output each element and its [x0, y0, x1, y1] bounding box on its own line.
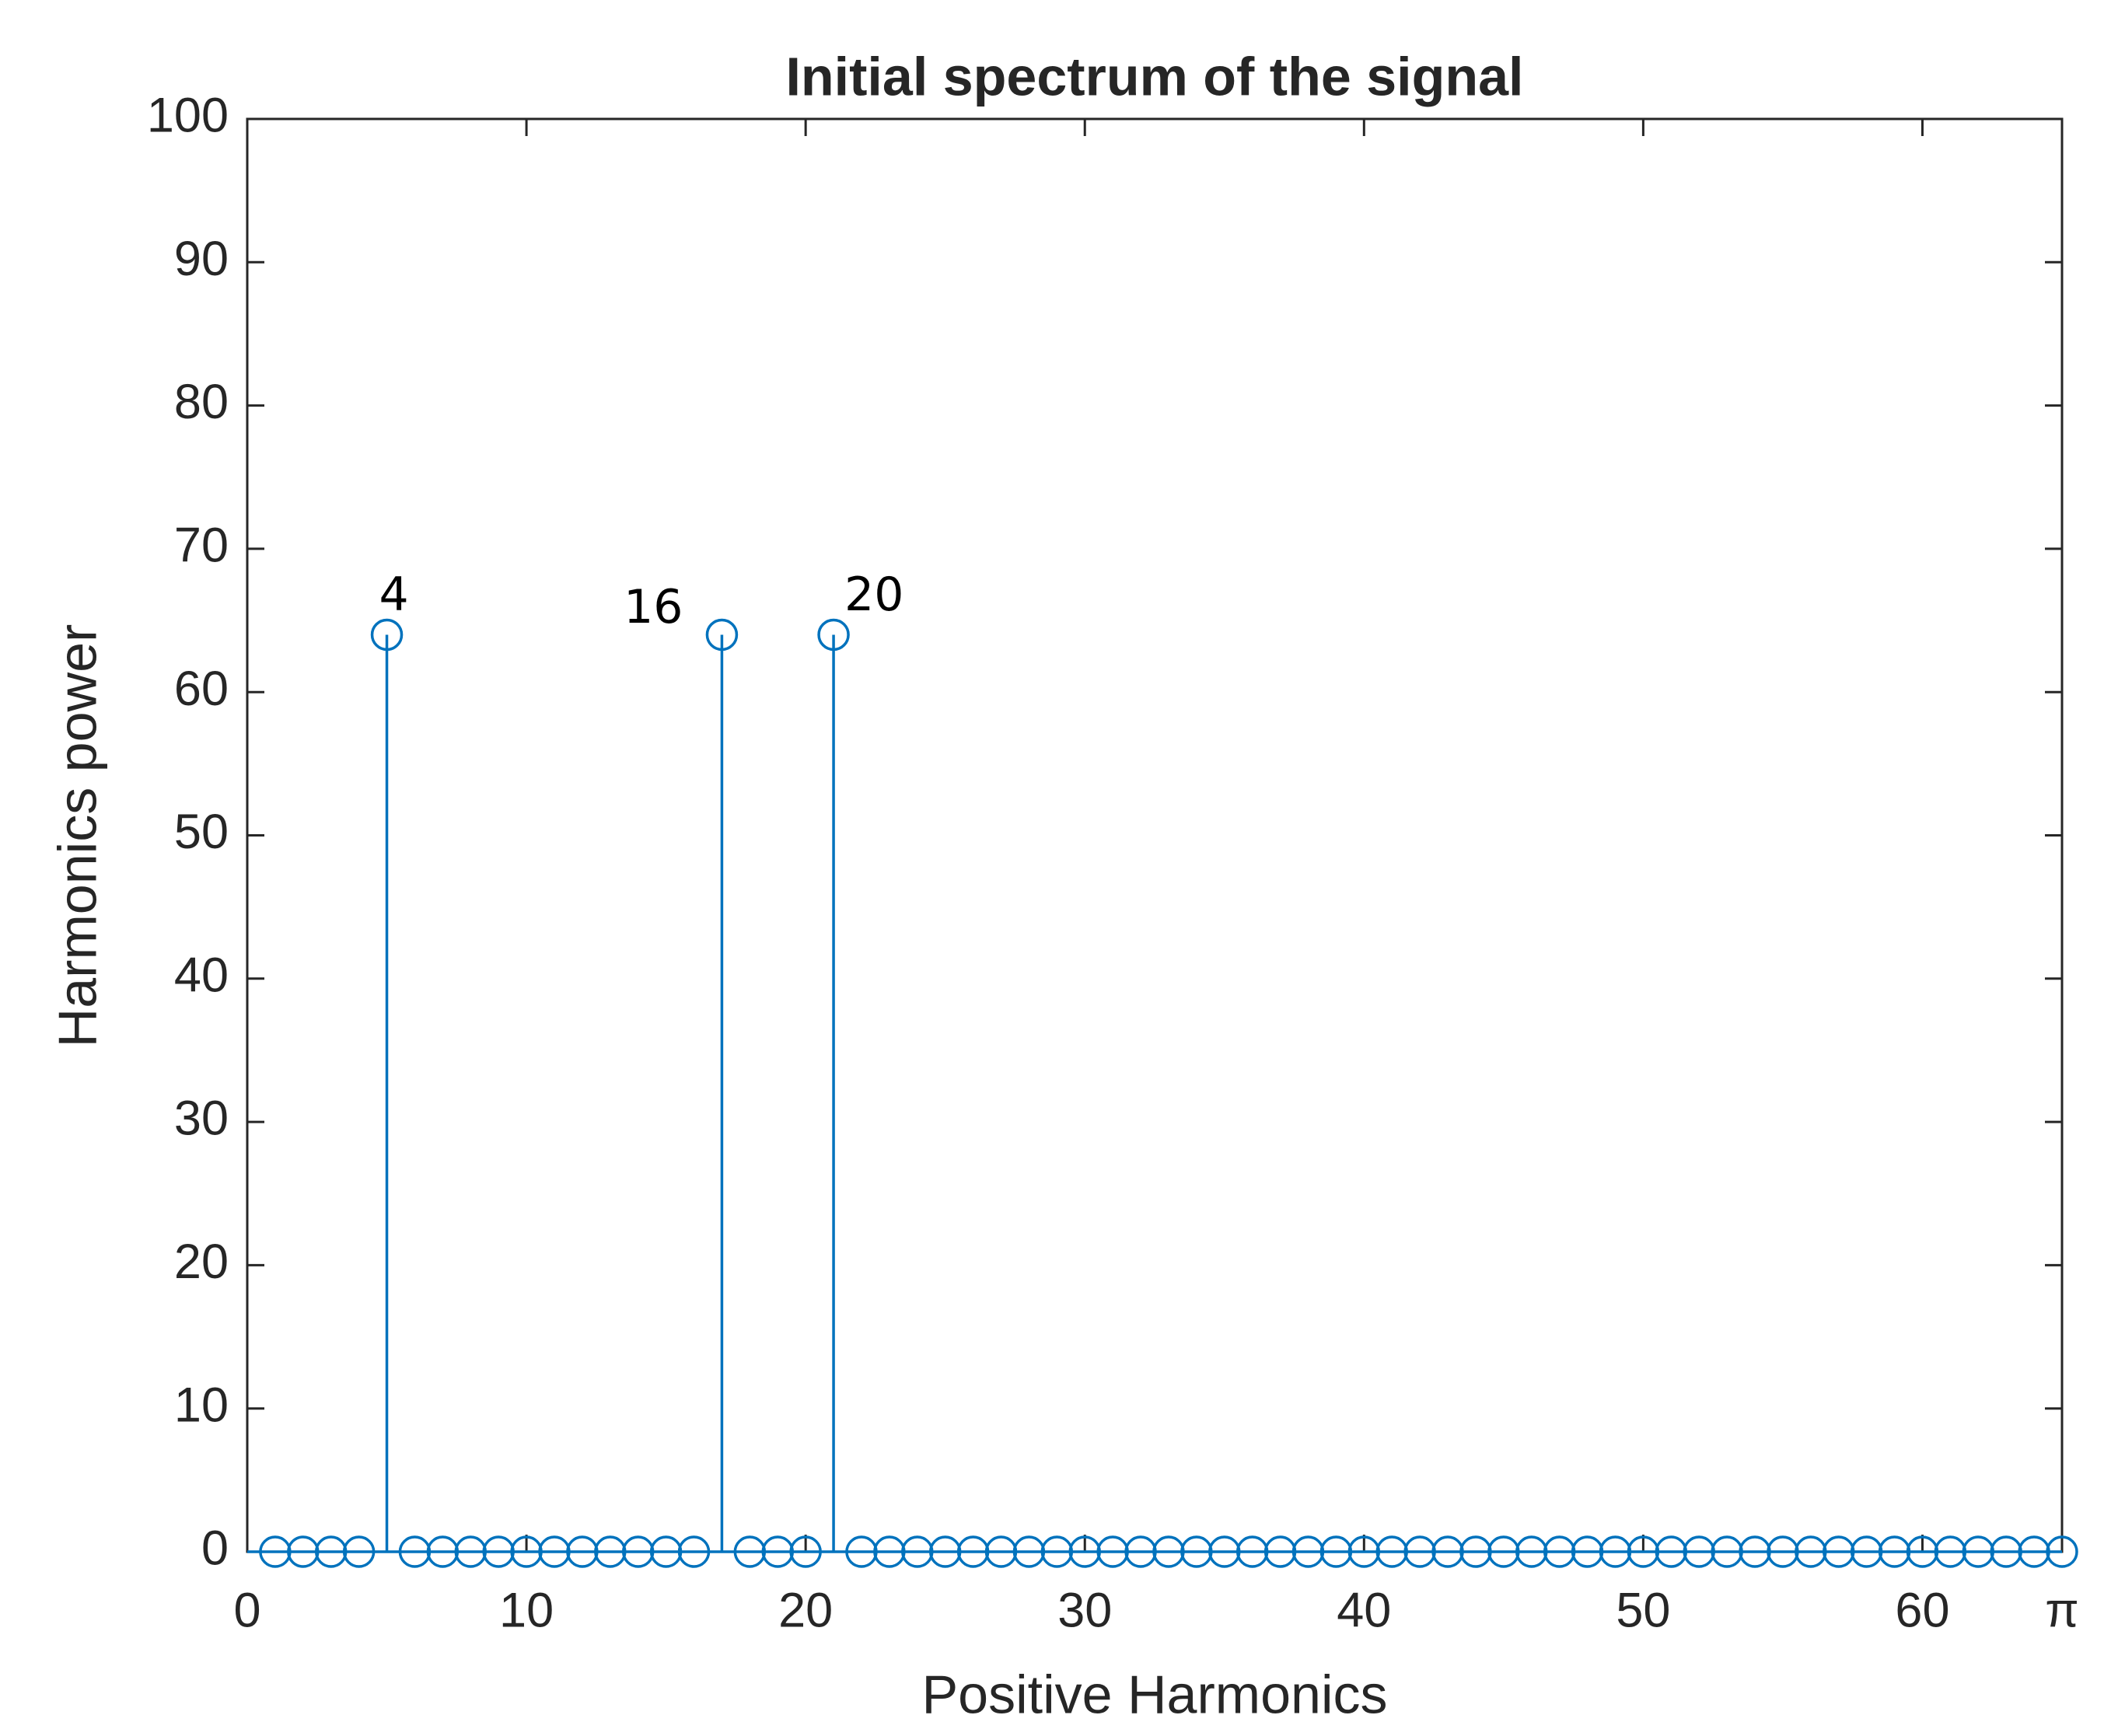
- y-tick-label: 70: [174, 519, 229, 573]
- y-tick-label: 20: [174, 1235, 229, 1289]
- stem-marker: [2018, 1535, 2050, 1568]
- stem-marker: [1040, 1535, 1074, 1568]
- x-tick-label: 30: [1057, 1584, 1112, 1638]
- chart-title: Initial spectrum of the signal: [785, 46, 1523, 107]
- stem-marker: [1319, 1535, 1353, 1568]
- stem-marker: [1822, 1535, 1855, 1568]
- x-tick-label: π: [2045, 1584, 2078, 1638]
- stem-marker: [1655, 1535, 1688, 1568]
- stem-marker: [873, 1535, 906, 1568]
- stem-marker: [705, 618, 739, 651]
- stem-marker: [1347, 1535, 1381, 1568]
- stem-marker: [259, 1535, 292, 1568]
- stem-marker: [956, 1535, 990, 1568]
- annotation: 4: [379, 568, 409, 622]
- stem-marker: [1795, 1535, 1827, 1568]
- stem-marker: [454, 1535, 488, 1568]
- x-tick-label: 10: [499, 1584, 554, 1638]
- stem-marker: [1850, 1535, 1883, 1568]
- annotation: 20: [844, 568, 903, 622]
- x-tick-label: 50: [1616, 1584, 1670, 1638]
- stem-marker: [1711, 1535, 1743, 1568]
- y-tick-label: 50: [174, 805, 229, 859]
- stem-marker: [1627, 1535, 1660, 1568]
- stem-marker: [1599, 1535, 1632, 1568]
- stem-marker: [1012, 1535, 1046, 1568]
- stem-marker: [1878, 1535, 1911, 1568]
- stem-marker: [538, 1535, 571, 1568]
- y-tick-label: 30: [174, 1092, 229, 1146]
- y-tick-label: 80: [174, 375, 229, 429]
- stem-marker: [928, 1535, 962, 1568]
- y-tick-label: 60: [174, 662, 229, 716]
- stem-marker: [510, 1535, 543, 1568]
- stem-marker: [287, 1535, 320, 1568]
- y-tick-label: 10: [174, 1378, 229, 1432]
- stem-marker: [594, 1535, 627, 1568]
- stem-marker: [621, 1535, 655, 1568]
- stem-marker: [2046, 1535, 2078, 1568]
- stem-marker: [1152, 1535, 1185, 1568]
- stem-marker: [426, 1535, 460, 1568]
- y-tick-label: 0: [201, 1521, 229, 1576]
- stem-marker: [1096, 1535, 1129, 1568]
- stem-marker: [1124, 1535, 1157, 1568]
- stem-marker: [370, 618, 404, 651]
- stem-marker: [1990, 1535, 2022, 1568]
- x-tick-label: 60: [1895, 1584, 1949, 1638]
- stem-marker: [1208, 1535, 1241, 1568]
- stem-marker: [817, 618, 850, 651]
- stem-marker: [1934, 1535, 1967, 1568]
- y-axis-label: Harmonics power: [47, 624, 107, 1048]
- stem-marker: [1767, 1535, 1799, 1568]
- stem-marker: [1906, 1535, 1939, 1568]
- stem-marker: [733, 1535, 767, 1568]
- stem-marker: [845, 1535, 878, 1568]
- stem-marker: [1543, 1535, 1576, 1568]
- stem-marker: [1431, 1535, 1464, 1568]
- stem-marker: [1263, 1535, 1297, 1568]
- stem-marker: [677, 1535, 711, 1568]
- x-axis-label: Positive Harmonics: [921, 1664, 1387, 1724]
- x-tick-label: 40: [1337, 1584, 1391, 1638]
- x-tick-label: 0: [233, 1584, 260, 1638]
- stem-marker: [1571, 1535, 1604, 1568]
- y-tick-label: 90: [174, 232, 229, 286]
- stem-marker: [1403, 1535, 1436, 1568]
- stem-marker: [1739, 1535, 1771, 1568]
- stem-marker: [1515, 1535, 1548, 1568]
- stem-marker: [1291, 1535, 1325, 1568]
- stem-marker: [398, 1535, 432, 1568]
- stem-marker: [1180, 1535, 1213, 1568]
- stem-marker: [1068, 1535, 1101, 1568]
- stem-marker: [482, 1535, 515, 1568]
- stem-marker: [1375, 1535, 1408, 1568]
- stem-marker: [789, 1535, 822, 1568]
- stem-marker: [566, 1535, 599, 1568]
- y-tick-label: 40: [174, 948, 229, 1002]
- stem-marker: [1683, 1535, 1715, 1568]
- stem-marker: [1962, 1535, 1995, 1568]
- stem-marker: [1235, 1535, 1269, 1568]
- annotation: 16: [624, 580, 683, 634]
- x-tick-label: 20: [778, 1584, 833, 1638]
- y-tick-label: 100: [147, 89, 229, 143]
- stem-marker: [1459, 1535, 1492, 1568]
- stem-marker: [761, 1535, 794, 1568]
- stem-marker: [314, 1535, 348, 1568]
- stem-marker: [342, 1535, 376, 1568]
- stem-marker: [649, 1535, 683, 1568]
- stem-marker: [901, 1535, 934, 1568]
- stem-marker: [1487, 1535, 1520, 1568]
- stem-marker: [984, 1535, 1018, 1568]
